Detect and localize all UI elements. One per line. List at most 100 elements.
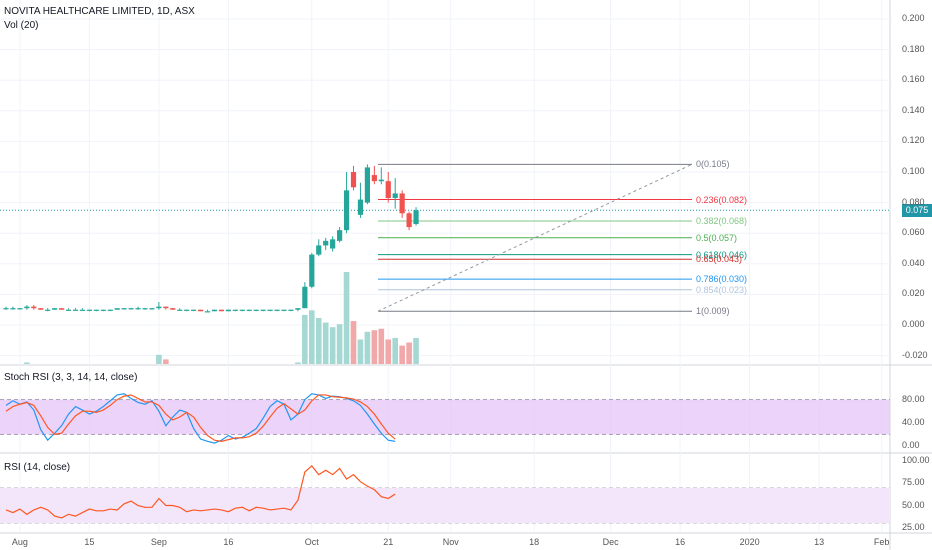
rsi-title[interactable]: RSI (14, close) (4, 462, 71, 473)
volume-bars (24, 272, 419, 364)
candle-body (343, 190, 350, 231)
stoch-axis-label: 40.00 (902, 416, 925, 427)
time-tick-label: 15 (84, 537, 95, 547)
fib-level-label: 0.5(0.057) (696, 232, 738, 243)
volume-bar (156, 354, 162, 364)
fib-level-label: 0.618(0.046) (696, 249, 748, 260)
fib-level-label: 0.236(0.082) (696, 194, 748, 205)
time-tick-label: Feb (873, 537, 890, 547)
fib-level-label: 1(0.009) (696, 306, 730, 317)
rsi-line-path (5, 464, 396, 519)
candle-body (385, 181, 391, 199)
candle-body (295, 308, 301, 310)
time-tick-label: Oct (304, 537, 319, 547)
candle-body (121, 308, 127, 310)
current-price-badge: 0.075 (902, 204, 932, 217)
symbol-title[interactable]: NOVITA HEALTHCARE LIMITED, 1D, ASX (4, 6, 195, 17)
stoch-overbought-band (0, 399, 890, 435)
time-tick-label: Nov (442, 537, 459, 547)
candle-body (31, 306, 37, 309)
volume-bar (350, 321, 357, 364)
volume-bar (406, 342, 412, 364)
candle-body (93, 309, 99, 311)
volume-bar (392, 337, 398, 364)
stoch-rsi-title[interactable]: Stoch RSI (3, 3, 14, 14, close) (4, 372, 138, 383)
candle-body (371, 175, 377, 182)
candle-body (225, 309, 231, 312)
candle-body (72, 309, 79, 311)
stoch-k-line (5, 393, 396, 444)
candle-body (364, 167, 370, 203)
price-tick-label: 0.040 (902, 257, 925, 268)
candle-body (65, 309, 72, 311)
candle-body (191, 309, 197, 311)
stoch-d-line (5, 394, 396, 442)
candle-body (45, 309, 51, 311)
candle-body (135, 308, 141, 310)
candle-body (38, 308, 44, 310)
stoch-rsi-lines (5, 393, 396, 444)
time-tick-label: Aug (11, 537, 28, 547)
candle-body (86, 309, 92, 311)
candle-body (316, 245, 322, 255)
candlesticks (3, 164, 419, 313)
price-tick-label: 0.180 (902, 43, 925, 54)
time-tick-label: 16 (675, 537, 686, 547)
volume-bar (163, 359, 169, 364)
candle-body (100, 309, 106, 311)
volume-bar (295, 362, 301, 364)
candle-body (392, 193, 398, 199)
candle-body (323, 240, 329, 246)
candle-body (10, 308, 16, 310)
candle-body (302, 286, 308, 309)
candle-body (406, 213, 412, 228)
rsi-axis-label: 50.00 (902, 499, 925, 510)
candle-body (337, 230, 343, 241)
volume-bar (399, 345, 405, 364)
rsi-axis-label: 25.00 (902, 521, 925, 532)
rsi-axis-label: 100.00 (902, 455, 930, 466)
price-tick-label: 0.100 (902, 166, 925, 176)
volume-bar (315, 318, 322, 364)
volume-bar (343, 272, 350, 364)
stoch-axis-label: 0.00 (902, 440, 920, 450)
candle-body (128, 308, 134, 310)
volume-bar (24, 362, 30, 364)
candle-body (232, 309, 238, 311)
candle-body (309, 254, 315, 287)
price-tick-label: 0.120 (902, 135, 925, 146)
candle-body (330, 239, 336, 249)
time-tick-label: Dec (602, 537, 619, 547)
volume-bar (364, 331, 371, 364)
candle-body (413, 210, 419, 225)
volume-bar (336, 324, 343, 364)
fibonacci-retracement[interactable] (377, 163, 693, 312)
candle-body (184, 309, 190, 311)
time-tick-label: 18 (529, 537, 540, 547)
price-tick-label: -0.020 (902, 349, 928, 360)
candle-body (267, 309, 273, 311)
fib-level-label: 0.854(0.023) (696, 284, 748, 295)
fib-level-label: 0.786(0.030) (696, 274, 748, 285)
rsi-axis-label: 75.00 (902, 477, 925, 488)
price-tick-label: 0.200 (902, 13, 925, 23)
rsi-line (5, 464, 396, 519)
candle-body (149, 308, 155, 310)
volume-bar (329, 327, 336, 364)
candle-body (52, 308, 58, 310)
stoch-axis-label: 80.00 (902, 393, 925, 404)
candle-body (107, 309, 113, 311)
candle-body (357, 199, 364, 215)
candle-body (204, 311, 211, 313)
time-tick-label: 13 (814, 537, 825, 547)
time-tick-label: 16 (223, 537, 234, 547)
volume-bar (413, 337, 419, 364)
candle-body (260, 309, 266, 311)
candle-body (177, 309, 183, 311)
fib-level-label: 0.65(0.043) (696, 254, 743, 265)
candle-body (17, 308, 23, 310)
volume-legend[interactable]: Vol (20) (4, 20, 39, 31)
price-tick-label: 0.140 (902, 104, 925, 115)
